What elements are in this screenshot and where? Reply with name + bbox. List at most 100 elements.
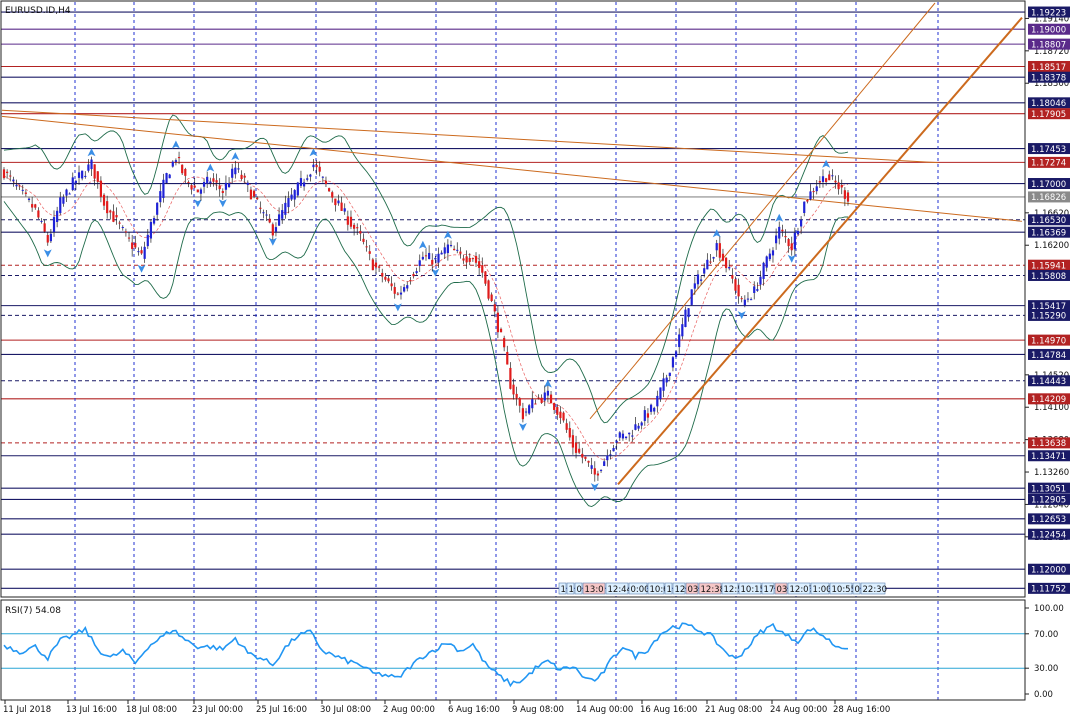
bull-candle — [406, 285, 409, 289]
bear-candle — [512, 384, 515, 395]
bear-candle — [459, 251, 462, 254]
bull-candle — [74, 180, 77, 183]
bear-candle — [812, 191, 815, 193]
bull-candle — [684, 309, 687, 328]
bull-candle — [678, 334, 681, 348]
fractal-up-marker — [775, 213, 784, 222]
bear-candle — [318, 166, 321, 172]
bear-candle — [243, 175, 246, 178]
time-label: 21 Aug 08:00 — [705, 705, 762, 715]
time-tags: 1 1 0 13:0 12:440:00 10:01 12 03 12:3812:510:151… — [558, 582, 887, 595]
bull-candle — [168, 174, 171, 179]
time-label: 28 Aug 16:00 — [833, 705, 890, 715]
bull-candle — [162, 179, 165, 199]
time-tag: 10:0 — [650, 585, 669, 595]
price-level-label: 1.13051 — [1031, 484, 1066, 494]
bear-candle — [825, 178, 828, 182]
price-level-label: 1.15808 — [1031, 272, 1066, 282]
candlesticks — [2, 151, 850, 482]
bull-candle — [84, 175, 87, 177]
rsi-line — [3, 622, 848, 688]
time-tag-box — [721, 582, 739, 595]
bull-candle — [81, 170, 84, 179]
price-level-label: 1.17905 — [1031, 110, 1066, 120]
time-tag: 1:00 — [813, 585, 832, 595]
bull-candle — [199, 189, 203, 194]
bear-candle — [521, 408, 525, 420]
upper-band — [3, 114, 849, 424]
bear-candle — [724, 257, 728, 269]
bull-candle — [146, 234, 149, 247]
symbol-label: EURUSD.ID,H4 — [5, 6, 71, 16]
bull-candle — [771, 250, 775, 256]
bull-candle — [40, 220, 43, 222]
bear-candle — [493, 304, 496, 312]
price-level-badge — [1028, 71, 1070, 83]
bull-candle — [628, 432, 631, 435]
bull-candle — [606, 455, 609, 461]
rsi-tick-label: 30.00 — [1034, 664, 1058, 674]
bull-candle — [237, 168, 240, 170]
bear-candle — [2, 169, 6, 179]
fractal-down-marker — [218, 199, 227, 208]
bull-candle — [90, 159, 93, 170]
fractal-up-marker — [822, 159, 831, 168]
bear-candle — [96, 171, 99, 182]
bear-candle — [596, 473, 600, 476]
bear-candle — [327, 188, 331, 192]
bull-candle — [149, 221, 153, 239]
price-level-label: 1.17453 — [1031, 145, 1066, 155]
bear-candle — [462, 258, 465, 261]
bull-candle — [209, 181, 212, 184]
bear-candle — [331, 192, 334, 198]
price-level-badge — [1028, 23, 1070, 35]
fractal-down-marker — [43, 249, 52, 258]
fractal-down-marker — [787, 254, 796, 263]
bear-candle — [196, 189, 199, 193]
time-tag: 1 — [569, 585, 574, 595]
bear-candle — [503, 337, 506, 348]
bear-candle — [127, 237, 131, 239]
bull-candle — [27, 198, 31, 200]
bear-candle — [346, 216, 349, 225]
bull-candle — [337, 200, 340, 204]
price-level-badge — [1028, 582, 1070, 594]
bear-candle — [556, 407, 559, 415]
bull-candle — [768, 253, 771, 260]
bear-candle — [99, 180, 103, 198]
price-level-label: 1.16826 — [1031, 193, 1066, 203]
price-level-label: 1.13638 — [1031, 439, 1066, 449]
bear-candle — [737, 284, 740, 297]
bear-candle — [124, 231, 128, 233]
price-tick-label: 1.14100 — [1034, 403, 1069, 413]
price-level-badge — [1028, 156, 1070, 168]
bull-candle — [800, 219, 803, 227]
time-tag-box — [774, 582, 788, 595]
bull-candle — [227, 183, 231, 188]
price-axis: 1.191401.187201.183001.166201.162001.145… — [1025, 6, 1070, 700]
bull-candle — [821, 176, 825, 182]
bear-candle — [506, 351, 509, 365]
bear-candle — [562, 412, 565, 421]
bull-candle — [440, 252, 443, 255]
rsi-tick-label: 100.00 — [1034, 604, 1064, 614]
bear-candle — [268, 218, 271, 223]
rsi-panel — [1, 622, 1025, 688]
bear-candle — [787, 239, 790, 247]
bull-candle — [281, 210, 284, 219]
price-level-badge — [1028, 226, 1070, 238]
bull-candle — [634, 424, 637, 430]
bear-candle — [718, 243, 721, 258]
time-label: 13 Jul 16:00 — [66, 705, 117, 715]
time-tag: 1 — [561, 585, 566, 595]
bear-candle — [349, 216, 353, 227]
bear-candle — [140, 250, 143, 254]
bull-candle — [262, 212, 265, 214]
bull-candle — [403, 287, 406, 292]
price-level-label: 1.12454 — [1031, 531, 1066, 541]
bear-candle — [362, 238, 365, 242]
bull-candle — [662, 378, 665, 391]
price-level-badge — [1028, 60, 1070, 72]
price-level-label: 1.19000 — [1031, 26, 1066, 36]
